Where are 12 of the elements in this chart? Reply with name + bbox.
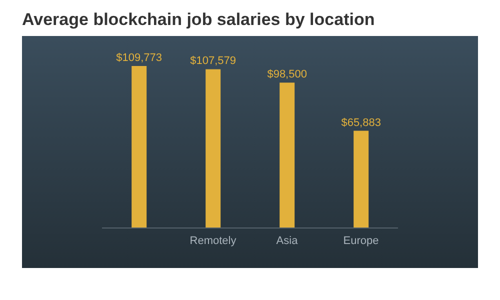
x-tick-label: Europe: [343, 234, 379, 247]
bar: [280, 82, 295, 228]
data-label: $109,773: [116, 52, 162, 64]
bar: [132, 66, 147, 228]
data-label: $107,579: [190, 55, 236, 68]
x-tick-label: Asia: [276, 234, 299, 247]
chart-title: Average blockchain job salaries by location: [21, 9, 376, 31]
bar: [354, 130, 369, 228]
x-tick-label: Remotely: [190, 234, 237, 247]
data-label: $65,883: [341, 116, 381, 129]
bar: [206, 69, 221, 228]
data-label: $98,500: [267, 68, 307, 81]
